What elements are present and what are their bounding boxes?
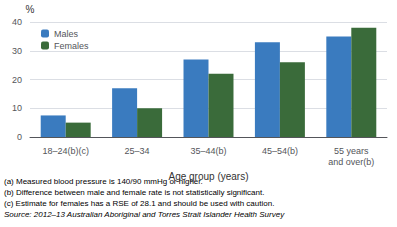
svg-text:20: 20 (12, 75, 22, 85)
svg-text:%: % (26, 4, 35, 15)
svg-text:Females: Females (54, 41, 89, 51)
svg-text:(c) Estimate for females has a: (c) Estimate for females has a RSE of 28… (4, 199, 274, 208)
svg-text:55 years: 55 years (334, 146, 369, 156)
svg-text:and over(b): and over(b) (328, 157, 374, 167)
svg-text:35–44(b): 35–44(b) (190, 146, 226, 156)
svg-text:25–34: 25–34 (125, 146, 150, 156)
svg-text:Males: Males (54, 29, 79, 39)
svg-text:Age group (years): Age group (years) (168, 171, 248, 182)
svg-text:Source: 2012–13 Australian Abo: Source: 2012–13 Australian Aboriginal an… (4, 210, 285, 219)
svg-text:30: 30 (12, 46, 22, 56)
svg-text:10: 10 (12, 103, 22, 113)
svg-text:0: 0 (17, 132, 22, 142)
svg-text:40: 40 (12, 17, 22, 27)
svg-text:18–24(b)(c): 18–24(b)(c) (42, 146, 89, 156)
svg-text:45–54(b): 45–54(b) (262, 146, 298, 156)
svg-text:(a) Measured blood pressure is: (a) Measured blood pressure is 140/90 mm… (4, 176, 203, 186)
svg-text:(b) Difference between male an: (b) Difference between male and female r… (4, 188, 264, 197)
